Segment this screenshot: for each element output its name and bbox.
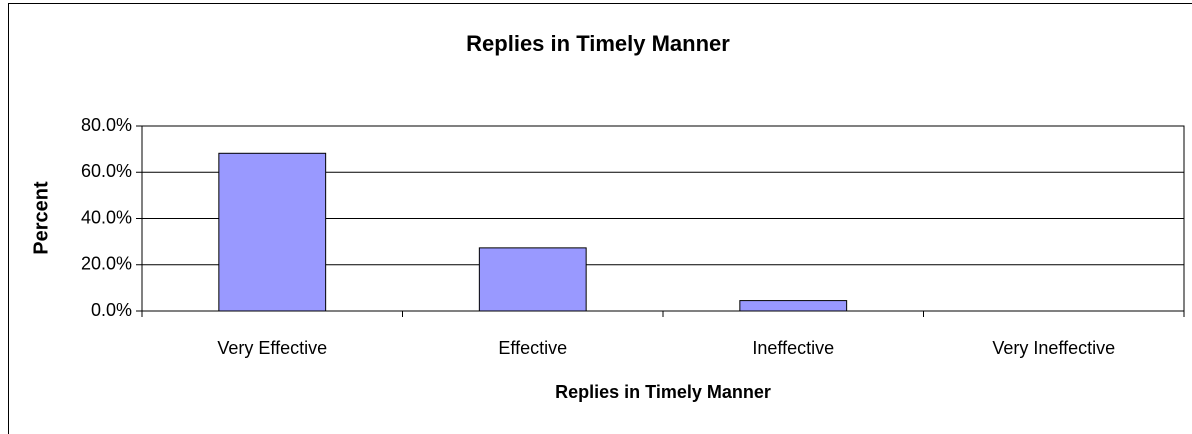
x-axis-title: Replies in Timely Manner xyxy=(555,382,771,402)
y-tick-label: 20.0% xyxy=(81,254,132,274)
x-tick-label: Very Ineffective xyxy=(992,338,1115,358)
bar xyxy=(218,152,327,312)
chart-title: Replies in Timely Manner xyxy=(466,31,730,56)
y-axis-title: Percent xyxy=(30,181,52,255)
y-tick-label: 0.0% xyxy=(91,300,132,320)
y-tick-label: 40.0% xyxy=(81,207,132,227)
x-tick-label: Very Effective xyxy=(217,338,327,358)
y-tick-label: 60.0% xyxy=(81,161,132,181)
y-tick-label: 80.0% xyxy=(81,115,132,135)
bar xyxy=(478,247,587,312)
bar xyxy=(739,300,848,312)
x-tick-label: Effective xyxy=(498,338,567,358)
x-tick-label: Ineffective xyxy=(752,338,834,358)
